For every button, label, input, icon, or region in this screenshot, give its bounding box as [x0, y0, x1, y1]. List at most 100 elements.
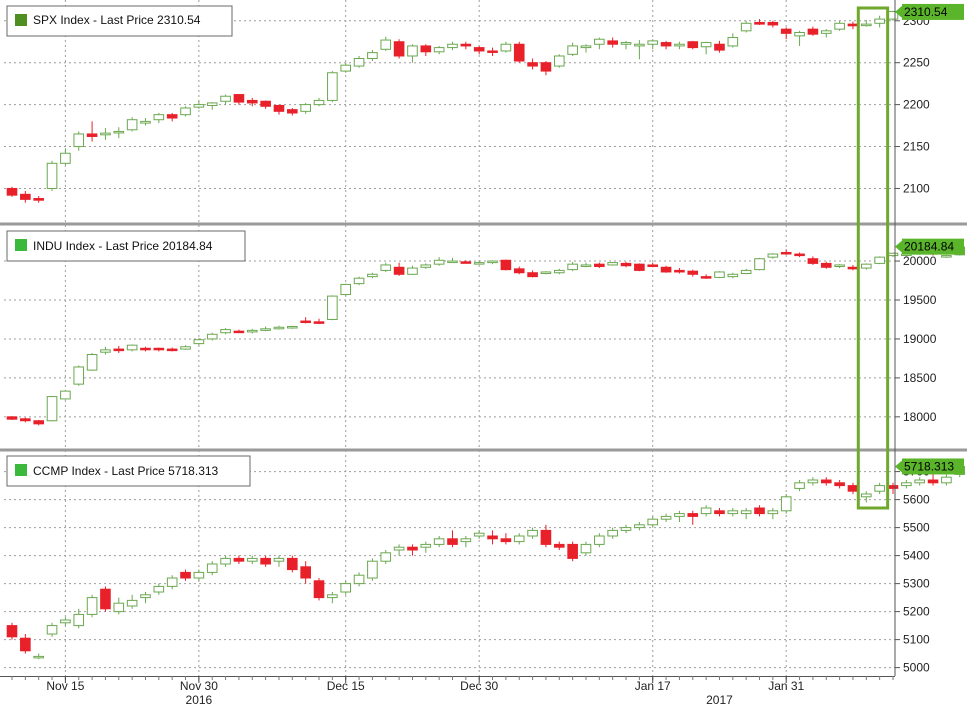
candle	[6, 186, 18, 197]
candle	[220, 555, 231, 567]
y-tick-label: 5000	[903, 661, 930, 675]
candle-body	[874, 18, 885, 24]
candle	[634, 263, 645, 272]
candle-body	[553, 269, 565, 274]
candle-body	[180, 107, 191, 116]
candle	[300, 561, 311, 584]
candle	[20, 417, 31, 423]
candle-body	[500, 43, 512, 52]
candle	[714, 508, 725, 517]
candle-body	[407, 546, 418, 551]
candle	[46, 622, 58, 637]
candle-body	[393, 266, 405, 275]
candle-body	[634, 43, 645, 47]
candle	[447, 530, 458, 548]
candle-body	[607, 529, 618, 537]
candle-body	[634, 524, 645, 529]
candle	[46, 160, 58, 191]
candle	[807, 26, 819, 36]
candle-body	[447, 538, 458, 545]
candle	[687, 269, 699, 277]
candle-body	[941, 476, 952, 484]
candle-body	[674, 43, 685, 47]
candle	[287, 555, 298, 573]
candle	[313, 578, 325, 601]
candle	[327, 71, 338, 103]
candle	[527, 58, 538, 70]
candle	[340, 283, 352, 296]
candle-body	[113, 130, 125, 134]
candle-body	[887, 485, 899, 489]
candle	[460, 260, 472, 264]
candle-body	[327, 72, 338, 101]
candle	[594, 262, 605, 269]
last-price-tag	[902, 458, 964, 475]
candle	[527, 527, 538, 539]
candle	[540, 271, 552, 275]
candle-body	[246, 557, 258, 562]
candle-body	[353, 574, 365, 585]
candle-body	[126, 599, 138, 607]
candle-body	[527, 272, 538, 278]
candle-body	[874, 485, 885, 492]
candle-body	[780, 28, 792, 34]
candle	[634, 40, 645, 60]
candle-body	[6, 625, 18, 638]
candle	[674, 510, 685, 522]
candle-body	[727, 37, 739, 47]
y-tick-label: 2250	[903, 56, 930, 70]
candle-body	[887, 252, 899, 257]
candle	[500, 41, 512, 53]
candle-body	[260, 100, 271, 107]
candle-body	[33, 655, 45, 659]
candle	[220, 328, 231, 335]
candle-body	[700, 507, 712, 515]
candle	[180, 106, 191, 117]
candle	[393, 544, 405, 556]
candle	[260, 555, 271, 567]
candle	[273, 325, 285, 330]
candle	[700, 41, 712, 55]
candle-body	[594, 38, 605, 45]
candle	[620, 524, 632, 534]
candle-body	[180, 346, 191, 350]
candle-body	[113, 348, 125, 352]
candle	[620, 40, 632, 50]
candle-body	[193, 104, 205, 108]
candle	[153, 583, 165, 595]
candle	[60, 148, 71, 165]
candle	[206, 561, 218, 576]
candle-body	[206, 102, 218, 106]
candle	[33, 419, 45, 426]
candle-body	[460, 538, 472, 543]
candle	[420, 541, 432, 553]
candle-body	[367, 52, 378, 59]
candle	[487, 47, 498, 56]
candle	[540, 61, 552, 76]
candle	[820, 477, 832, 486]
candle	[260, 100, 271, 109]
candle-body	[220, 557, 231, 565]
candle-body	[567, 543, 578, 559]
candle	[794, 252, 805, 258]
candle	[714, 271, 725, 279]
candle	[140, 346, 151, 352]
candle	[100, 586, 111, 612]
candle-body	[860, 263, 872, 269]
last-price-tag-label: 2310.54	[904, 5, 948, 19]
candle	[113, 127, 125, 139]
candle	[180, 345, 191, 350]
x-tick-label: Nov 30	[180, 679, 218, 693]
candle-body	[407, 45, 418, 57]
candle-body	[46, 162, 58, 189]
candle	[140, 118, 151, 126]
y-tick-label: 5500	[903, 521, 930, 535]
candle-body	[700, 42, 712, 48]
candle-body	[246, 99, 258, 104]
candle	[407, 544, 418, 556]
candle	[820, 261, 832, 269]
candle	[113, 345, 125, 353]
candle-body	[140, 120, 151, 124]
candle	[206, 102, 218, 110]
candle-body	[874, 256, 885, 264]
